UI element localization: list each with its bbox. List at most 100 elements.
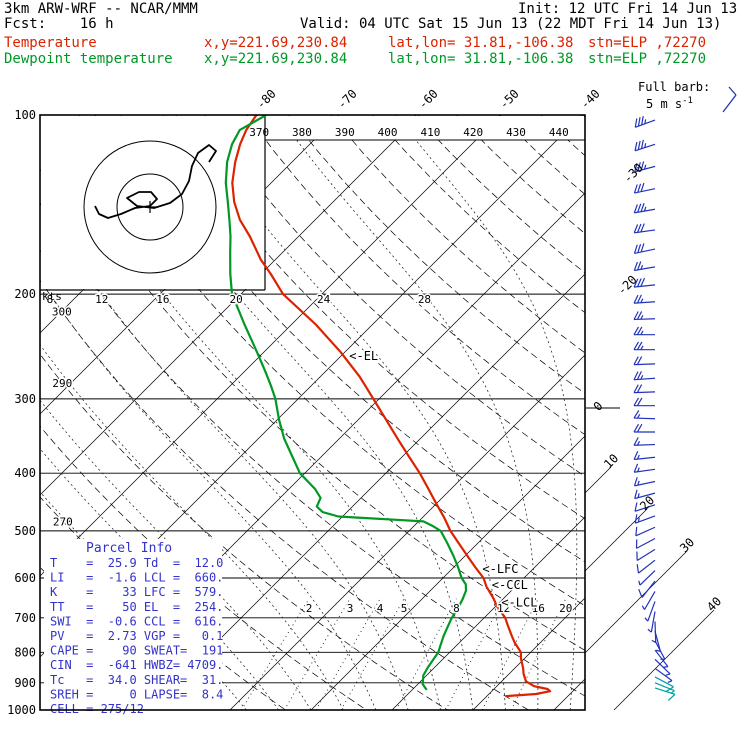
wind-barb-feather — [633, 244, 638, 254]
temperature-xy: x,y=221.69,230.84 — [204, 35, 348, 51]
moist-adiabat-label: 28 — [418, 293, 431, 306]
parcel-info-line: TT = 50 EL = 254. — [50, 600, 223, 614]
grid-lines — [40, 115, 585, 710]
parcel-info-line: PV = 2.73 VGP = 0.1 — [50, 629, 223, 643]
parcel-info-bg — [44, 539, 222, 711]
wind-barb-half — [647, 628, 652, 633]
wind-barb-feather — [634, 118, 638, 128]
dry-adiabat-top-label: 390 — [335, 126, 355, 139]
wind-barb-half — [637, 467, 640, 472]
moist-adiabat-line — [277, 115, 539, 710]
mixing-ratio-label: 8 — [453, 602, 460, 615]
dewpoint-xy: x,y=221.69,230.84 — [204, 51, 348, 67]
pressure-tick-label: 900 — [14, 676, 36, 690]
wind-barb-feather — [634, 514, 638, 524]
mixing-ratio-line — [340, 598, 405, 710]
wind-barb-half — [640, 264, 644, 270]
wind-barb-half — [637, 480, 640, 486]
wind-barb-shaft — [650, 611, 656, 633]
dewpoint-curve — [224, 115, 468, 691]
wind-barb-half — [640, 345, 644, 350]
dewpoint-legend-label: Dewpoint temperature — [4, 51, 173, 67]
wind-barb-feather — [636, 564, 640, 574]
kts-label: kts — [42, 290, 62, 303]
legend-barb-feather — [728, 86, 737, 96]
level-annotation: <-CCL — [492, 578, 528, 592]
level-annotation: <-LFC — [482, 562, 518, 576]
parcel-info-line: CELL = 275/12 — [50, 702, 144, 716]
wind-barb-feather — [633, 463, 639, 473]
wind-barb-feather — [633, 326, 640, 335]
parcel-info-line: T = 25.9 Td = 12.0 — [50, 556, 223, 570]
isotherm-top-label: -50 — [497, 87, 522, 112]
wind-barb-feather — [633, 384, 639, 393]
dry-adiabat-line — [40, 279, 529, 710]
temperature-latlon: lat,lon= 31.81,-106.38 — [388, 35, 574, 51]
pressure-tick-label: 800 — [14, 645, 36, 659]
dry-adiabat-line — [162, 115, 585, 520]
isotherm-line — [310, 435, 585, 710]
mixing-ratio-line — [510, 598, 567, 710]
isotherm-line — [229, 354, 585, 710]
wind-barb-half — [636, 440, 641, 446]
temperature-stn: stn=ELP ,72270 — [588, 35, 707, 51]
isotherm-extension-line — [613, 609, 715, 711]
mixing-ratio-line — [284, 598, 351, 710]
pressure-tick-label: 400 — [14, 466, 36, 480]
dry-adiabat-line — [582, 115, 585, 118]
hodograph-trace — [94, 144, 217, 219]
wind-barb-feather — [633, 371, 639, 381]
wind-barb-feather — [634, 141, 638, 151]
mixing-ratio-line — [241, 598, 310, 710]
mixing-ratio-label: 3 — [347, 602, 354, 615]
isotherm-line — [148, 273, 585, 710]
hodograph-ring-outer — [83, 140, 217, 274]
wind-barb-shaft — [634, 504, 656, 512]
wind-barb-shaft — [634, 480, 656, 487]
wind-barb-shaft — [654, 687, 676, 695]
dry-adiabat-top-label: 400 — [378, 126, 398, 139]
parcel-info-line: SWI = -0.6 CCL = 616. — [50, 614, 223, 628]
wind-barb-half — [640, 330, 644, 335]
wind-barb-half — [663, 666, 669, 668]
wind-barb-half — [667, 680, 673, 684]
mixing-ratio-line — [481, 598, 539, 710]
wind-barb-feather — [633, 261, 638, 271]
init-time: Init: 12 UTC Fri 14 Jun 13 — [518, 1, 738, 17]
moist-adiabat-line — [395, 115, 578, 710]
dry-adiabat-left-label: 290 — [52, 377, 72, 390]
hodograph-ring-inner — [116, 173, 184, 241]
wind-barb-shaft — [654, 640, 666, 660]
wind-barb-half — [643, 164, 647, 170]
parcel-info-title: Parcel Info — [86, 541, 172, 556]
wind-barb-half — [636, 454, 640, 460]
isotherm-right-label: -20 — [615, 273, 640, 298]
barb-legend-title: Full barb: — [638, 80, 711, 94]
moist-adiabat-label: 12 — [95, 293, 108, 306]
wind-barb-feather — [633, 278, 639, 288]
dry-adiabat-top-label: 430 — [506, 126, 526, 139]
wind-barb-shaft — [654, 682, 675, 692]
moist-adiabat-label: 8 — [47, 293, 54, 306]
wind-barb-feather — [641, 116, 644, 126]
wind-barb-feather — [634, 502, 638, 512]
parcel-info-line: SREH = 0 LAPSE= 8.4 — [50, 687, 223, 701]
dry-adiabat-left-label: 270 — [53, 515, 73, 528]
dry-adiabat-line — [288, 115, 585, 394]
wind-barb-feather — [636, 278, 642, 287]
dry-adiabat-line — [40, 353, 448, 710]
wind-barb-feather — [633, 437, 639, 446]
pressure-tick-label: 1000 — [7, 703, 36, 717]
wind-barb-feather — [636, 371, 642, 380]
wind-barb-feather — [633, 410, 640, 419]
wind-barb-feather — [640, 243, 645, 253]
wind-barb-feather — [633, 224, 639, 234]
dry-adiabat-line — [40, 120, 585, 651]
wind-barbs — [633, 116, 676, 701]
pressure-tick-label: 500 — [14, 524, 36, 538]
parcel-info-line: K = 33 LFC = 579. — [50, 585, 223, 599]
pressure-tick-label: 200 — [14, 287, 36, 301]
barb-legend-exponent: -1 — [682, 96, 693, 106]
wind-barb-feather — [638, 588, 643, 598]
wind-barb-half — [640, 314, 644, 320]
